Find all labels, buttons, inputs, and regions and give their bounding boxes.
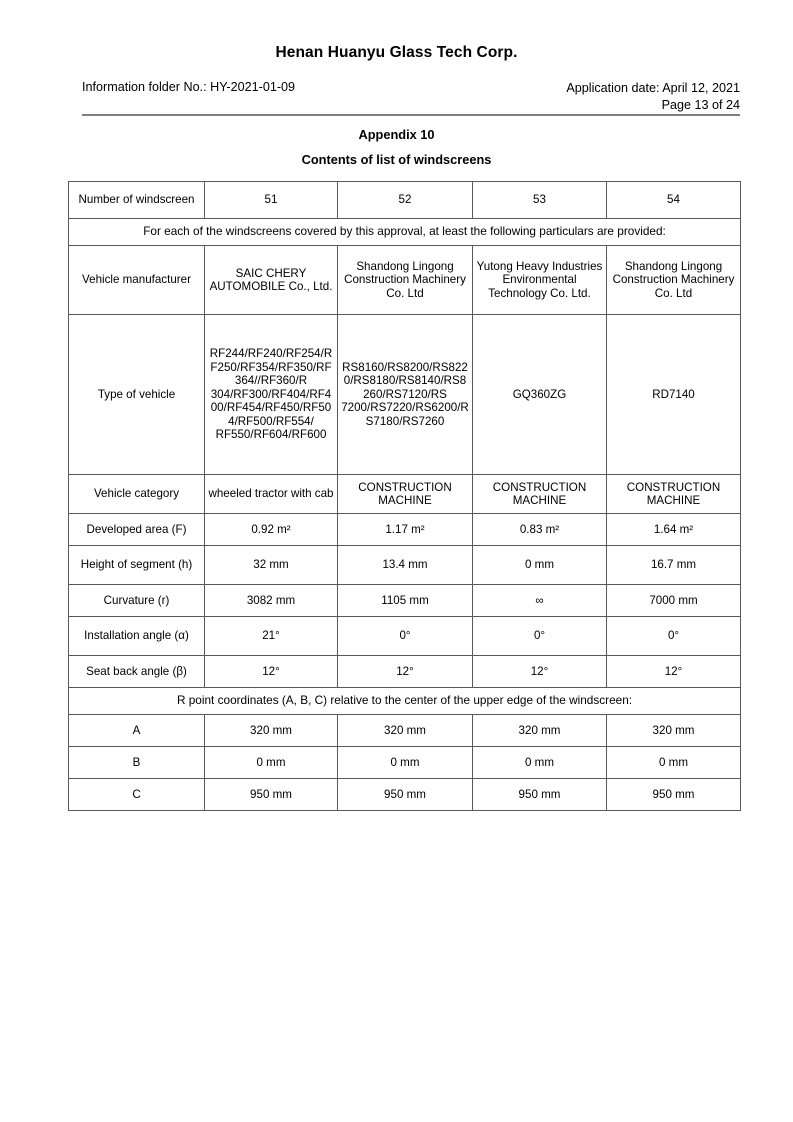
windscreen-number-53: 53 (472, 181, 607, 219)
height-of-segment-51: 32 mm (204, 545, 338, 585)
r-point-a-53: 320 mm (472, 714, 607, 747)
type-of-vehicle-54: RD7140 (606, 314, 741, 475)
type-of-vehicle-53: GQ360ZG (472, 314, 607, 475)
header-divider (82, 114, 740, 116)
r-point-c-51: 950 mm (204, 778, 338, 811)
table-row: B 0 mm 0 mm 0 mm 0 mm (68, 746, 741, 779)
windscreen-table: Number of windscreen 51 52 53 54 For eac… (68, 181, 741, 811)
table-row: Seat back angle (β) 12° 12° 12° 12° (68, 655, 741, 688)
table-row: C 950 mm 950 mm 950 mm 950 mm (68, 778, 741, 811)
type-of-vehicle-52: RS8160/RS8200/RS8220/RS8180/RS8140/RS826… (337, 314, 473, 475)
row-label-vehicle-manufacturer: Vehicle manufacturer (68, 245, 205, 315)
table-row: R point coordinates (A, B, C) relative t… (68, 687, 741, 715)
table-row: Vehicle category wheeled tractor with ca… (68, 474, 741, 514)
vehicle-manufacturer-51: SAIC CHERY AUTOMOBILE Co., Ltd. (204, 245, 338, 315)
r-point-b-53: 0 mm (472, 746, 607, 779)
curvature-52: 1105 mm (337, 584, 473, 617)
table-row: A 320 mm 320 mm 320 mm 320 mm (68, 714, 741, 747)
r-point-c-53: 950 mm (472, 778, 607, 811)
curvature-53: ∞ (472, 584, 607, 617)
vehicle-category-53: CONSTRUCTION MACHINE (472, 474, 607, 514)
row-label-developed-area: Developed area (F) (68, 513, 205, 546)
table-row: Number of windscreen 51 52 53 54 (68, 181, 741, 219)
vehicle-manufacturer-52: Shandong Lingong Construction Machinery … (337, 245, 473, 315)
row-label-r-point-b: B (68, 746, 205, 779)
windscreen-number-54: 54 (606, 181, 741, 219)
r-point-a-54: 320 mm (606, 714, 741, 747)
row-label-number-of-windscreen: Number of windscreen (68, 181, 205, 219)
developed-area-53: 0.83 m² (472, 513, 607, 546)
page-number: Page 13 of 24 (661, 98, 740, 112)
r-point-b-51: 0 mm (204, 746, 338, 779)
application-date: Application date: April 12, 2021 (566, 81, 740, 95)
table-row: Height of segment (h) 32 mm 13.4 mm 0 mm… (68, 545, 741, 585)
windscreen-table-container: Number of windscreen 51 52 53 54 For eac… (68, 181, 741, 811)
row-label-installation-angle: Installation angle (α) (68, 616, 205, 656)
row-label-seat-back-angle: Seat back angle (β) (68, 655, 205, 688)
table-row: Type of vehicle RF244/RF240/RF254/RF250/… (68, 314, 741, 475)
height-of-segment-54: 16.7 mm (606, 545, 741, 585)
curvature-54: 7000 mm (606, 584, 741, 617)
seat-back-angle-54: 12° (606, 655, 741, 688)
installation-angle-53: 0° (472, 616, 607, 656)
row-label-height-of-segment: Height of segment (h) (68, 545, 205, 585)
installation-angle-51: 21° (204, 616, 338, 656)
height-of-segment-52: 13.4 mm (337, 545, 473, 585)
page-title: Henan Huanyu Glass Tech Corp. (275, 44, 518, 61)
developed-area-51: 0.92 m² (204, 513, 338, 546)
vehicle-category-52: CONSTRUCTION MACHINE (337, 474, 473, 514)
table-row: Installation angle (α) 21° 0° 0° 0° (68, 616, 741, 656)
appendix-title: Appendix 10 (358, 127, 435, 142)
table-row: Vehicle manufacturer SAIC CHERY AUTOMOBI… (68, 245, 741, 315)
installation-angle-54: 0° (606, 616, 741, 656)
windscreen-number-51: 51 (204, 181, 338, 219)
r-point-a-51: 320 mm (204, 714, 338, 747)
r-point-b-52: 0 mm (337, 746, 473, 779)
row-label-r-point-a: A (68, 714, 205, 747)
table-row: For each of the windscreens covered by t… (68, 218, 741, 246)
installation-angle-52: 0° (337, 616, 473, 656)
row-label-r-point-c: C (68, 778, 205, 811)
table-row: Curvature (r) 3082 mm 1105 mm ∞ 7000 mm (68, 584, 741, 617)
seat-back-angle-51: 12° (204, 655, 338, 688)
vehicle-manufacturer-53: Yutong Heavy Industries Environmental Te… (472, 245, 607, 315)
meta-right-block: Application date: April 12, 2021 Page 13… (566, 80, 740, 114)
type-of-vehicle-51: RF244/RF240/RF254/RF250/RF354/RF350/RF36… (204, 314, 338, 475)
section-title: Contents of list of windscreens (301, 152, 492, 167)
row-label-curvature: Curvature (r) (68, 584, 205, 617)
approval-note: For each of the windscreens covered by t… (68, 218, 741, 246)
vehicle-manufacturer-54: Shandong Lingong Construction Machinery … (606, 245, 741, 315)
seat-back-angle-52: 12° (337, 655, 473, 688)
table-row: Developed area (F) 0.92 m² 1.17 m² 0.83 … (68, 513, 741, 546)
height-of-segment-53: 0 mm (472, 545, 607, 585)
developed-area-54: 1.64 m² (606, 513, 741, 546)
information-folder-number: Information folder No.: HY-2021-01-09 (82, 80, 296, 94)
r-point-c-52: 950 mm (337, 778, 473, 811)
curvature-51: 3082 mm (204, 584, 338, 617)
vehicle-category-51: wheeled tractor with cab (204, 474, 338, 514)
r-point-note: R point coordinates (A, B, C) relative t… (68, 687, 741, 715)
r-point-b-54: 0 mm (606, 746, 741, 779)
row-label-type-of-vehicle: Type of vehicle (68, 314, 205, 475)
developed-area-52: 1.17 m² (337, 513, 473, 546)
r-point-a-52: 320 mm (337, 714, 473, 747)
vehicle-category-54: CONSTRUCTION MACHINE (606, 474, 741, 514)
row-label-vehicle-category: Vehicle category (68, 474, 205, 514)
seat-back-angle-53: 12° (472, 655, 607, 688)
r-point-c-54: 950 mm (606, 778, 741, 811)
windscreen-number-52: 52 (337, 181, 473, 219)
